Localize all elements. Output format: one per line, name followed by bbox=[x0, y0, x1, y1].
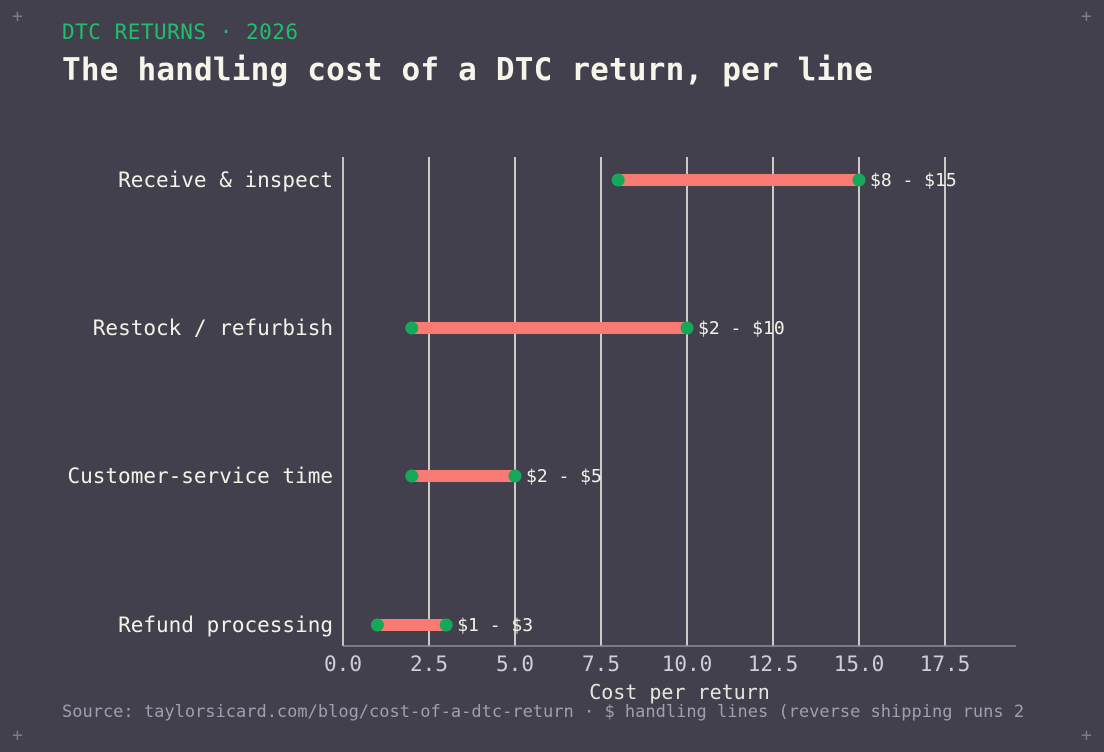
category-label: Restock / refurbish bbox=[93, 316, 333, 340]
range-low-dot bbox=[405, 469, 419, 483]
range-value-label: $8 - $15 bbox=[870, 170, 957, 191]
range-low-dot bbox=[370, 618, 384, 632]
range-low-dot bbox=[611, 173, 625, 187]
corner-plus-bottom-left: + bbox=[12, 725, 23, 746]
range-value-label: $2 - $10 bbox=[698, 318, 785, 339]
corner-plus-top-right: + bbox=[1081, 6, 1092, 27]
category-label: Refund processing bbox=[118, 613, 333, 637]
range-value-label: $1 - $3 bbox=[457, 615, 533, 636]
corner-plus-bottom-right: + bbox=[1081, 725, 1092, 746]
gridlines bbox=[428, 157, 946, 646]
range-low-dot bbox=[405, 321, 419, 335]
x-tick-label: 2.5 bbox=[410, 652, 448, 676]
x-tick-label: 7.5 bbox=[582, 652, 620, 676]
category-label: Receive & inspect bbox=[118, 168, 333, 192]
x-tick-label: 5.0 bbox=[496, 652, 534, 676]
x-tick-label: 10.0 bbox=[662, 652, 713, 676]
x-tick-label: 12.5 bbox=[748, 652, 799, 676]
x-tick-label: 15.0 bbox=[834, 652, 885, 676]
chart-kicker: DTC RETURNS · 2026 bbox=[62, 20, 299, 44]
x-tick-label: 0.0 bbox=[324, 652, 362, 676]
x-axis-title: Cost per return bbox=[589, 680, 770, 704]
range-bars bbox=[370, 173, 866, 632]
range-high-dot bbox=[439, 618, 453, 632]
chart-title: The handling cost of a DTC return, per l… bbox=[62, 52, 874, 88]
corner-plus-top-left: + bbox=[12, 6, 23, 27]
range-value-label: $2 - $5 bbox=[526, 466, 602, 487]
x-tick-label: 17.5 bbox=[920, 652, 971, 676]
range-high-dot bbox=[508, 469, 522, 483]
range-high-dot bbox=[852, 173, 866, 187]
range-high-dot bbox=[680, 321, 694, 335]
axes bbox=[342, 157, 1016, 647]
source-note: Source: taylorsicard.com/blog/cost-of-a-… bbox=[62, 702, 1025, 722]
category-label: Customer-service time bbox=[67, 464, 333, 488]
labels: 0.0 2.5 5.0 7.5 10.0 12.5 15.0 17.5 Receive & in… bbox=[67, 168, 970, 676]
